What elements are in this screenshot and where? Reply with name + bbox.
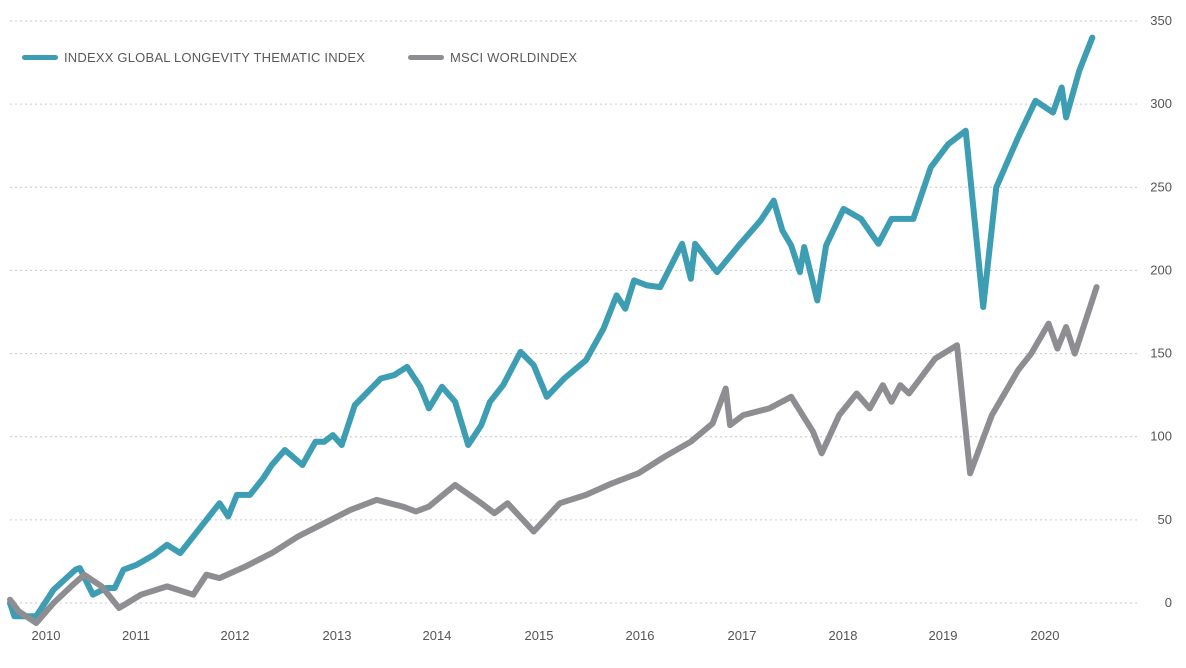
x-tick-label: 2019 [929, 628, 958, 643]
series-lines [7, 34, 1100, 626]
x-tick-label: 2010 [32, 628, 61, 643]
y-tick-label: 350 [1150, 13, 1172, 28]
legend-label-msci: MSCI WORLDINDEX [450, 50, 578, 65]
x-tick-label: 2018 [829, 628, 858, 643]
legend-swatch-msci [408, 55, 444, 60]
series-line-msci[interactable] [7, 284, 1100, 626]
legend-swatch-longevity [22, 55, 58, 60]
x-tick-label: 2011 [122, 628, 150, 643]
legend-label-longevity: INDEXX GLOBAL LONGEVITY THEMATIC INDEX [64, 50, 366, 65]
y-tick-label: 150 [1150, 346, 1172, 361]
y-tick-label: 100 [1150, 429, 1172, 444]
y-tick-label: 250 [1150, 179, 1172, 194]
x-tick-label: 2015 [525, 628, 554, 643]
x-tick-label: 2014 [423, 628, 452, 643]
x-tick-label: 2020 [1031, 628, 1060, 643]
y-tick-label: 50 [1158, 512, 1172, 527]
y-tick-label: 0 [1165, 595, 1172, 610]
legend-item-msci[interactable]: MSCI WORLDINDEX [408, 50, 577, 65]
series-line-longevity[interactable] [7, 34, 1096, 620]
legend-item-longevity[interactable]: INDEXX GLOBAL LONGEVITY THEMATIC INDEX [22, 50, 365, 65]
x-tick-label: 2013 [323, 628, 352, 643]
y-tick-label: 300 [1150, 96, 1172, 111]
x-axis-ticks: 2010 2011 2012 2013 2014 2015 2016 2017 2018 2019… [32, 628, 1060, 643]
x-tick-label: 2012 [221, 628, 250, 643]
y-tick-label: 200 [1150, 262, 1172, 277]
x-tick-label: 2016 [626, 628, 655, 643]
gridlines [10, 20, 1140, 604]
y-axis-ticks: 0 50 100 150 200 250 300 350 [1150, 13, 1172, 610]
x-tick-label: 2017 [728, 628, 757, 643]
